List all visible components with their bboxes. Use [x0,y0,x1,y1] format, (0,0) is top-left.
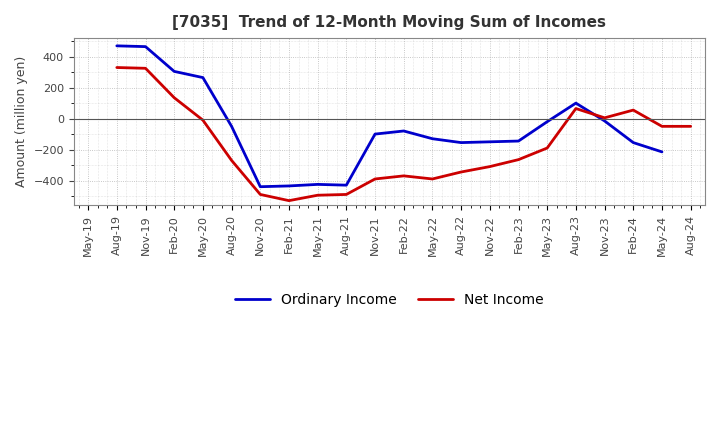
Net Income [485,164,494,169]
Net Income [514,157,523,162]
Net Income [572,106,580,111]
Net Income [400,173,408,179]
Net Income [428,176,437,182]
Ordinary Income [572,100,580,106]
Net Income [112,65,121,70]
Ordinary Income [284,183,293,189]
Ordinary Income [342,183,351,188]
Net Income [313,193,322,198]
Y-axis label: Amount (million yen): Amount (million yen) [15,56,28,187]
Ordinary Income [629,140,638,145]
Net Income [456,169,465,175]
Net Income [256,192,264,197]
Ordinary Income [199,75,207,80]
Ordinary Income [428,136,437,141]
Net Income [543,145,552,150]
Ordinary Income [456,140,465,145]
Ordinary Income [657,149,666,154]
Ordinary Income [112,43,121,48]
Ordinary Income [600,118,609,124]
Net Income [600,115,609,121]
Net Income [342,192,351,197]
Title: [7035]  Trend of 12-Month Moving Sum of Incomes: [7035] Trend of 12-Month Moving Sum of I… [172,15,606,30]
Net Income [170,95,179,100]
Ordinary Income [400,128,408,134]
Net Income [228,158,236,163]
Net Income [141,66,150,71]
Legend: Ordinary Income, Net Income: Ordinary Income, Net Income [230,287,549,312]
Net Income [686,124,695,129]
Ordinary Income [256,184,264,189]
Net Income [199,117,207,123]
Ordinary Income [485,139,494,144]
Ordinary Income [313,182,322,187]
Ordinary Income [170,69,179,74]
Net Income [284,198,293,203]
Net Income [371,176,379,182]
Net Income [657,124,666,129]
Ordinary Income [514,139,523,144]
Net Income [629,107,638,113]
Line: Net Income: Net Income [117,67,690,201]
Ordinary Income [141,44,150,49]
Line: Ordinary Income: Ordinary Income [117,46,662,187]
Ordinary Income [543,119,552,125]
Ordinary Income [371,132,379,137]
Ordinary Income [228,124,236,129]
